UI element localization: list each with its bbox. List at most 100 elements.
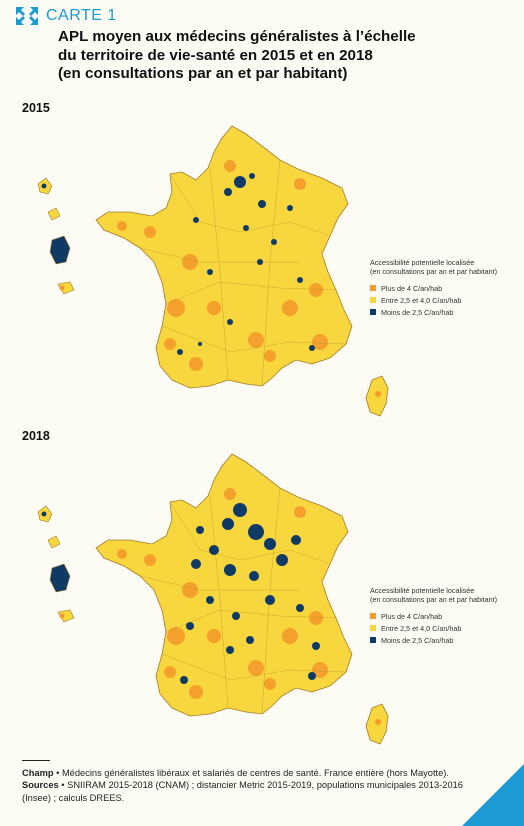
corner-decoration <box>462 764 524 826</box>
low-access-area <box>224 564 236 576</box>
low-access-area <box>233 503 247 517</box>
high-access-area <box>312 662 328 678</box>
department-border <box>161 653 347 681</box>
high-access-area <box>59 285 65 291</box>
high-access-area <box>264 678 276 690</box>
sources-note: Sources • SNIIRAM 2015-2018 (CNAM) ; dis… <box>22 780 463 803</box>
figure-title: APL moyen aux médecins généralistes à l’… <box>58 28 498 84</box>
high-access-area <box>282 300 298 316</box>
legend-item-mid: Entre 2,5 et 4,0 C/an/hab <box>370 622 520 634</box>
high-access-area <box>264 350 276 362</box>
department-border <box>161 325 347 353</box>
low-access-area <box>265 595 275 605</box>
low-access-area <box>271 239 277 245</box>
high-access-area <box>207 301 221 315</box>
high-access-area <box>117 549 127 559</box>
low-access-area <box>206 596 214 604</box>
legend-title: Accessibilité potentielle localisée (en … <box>370 586 520 604</box>
map-2015-shapes <box>37 125 389 417</box>
department-border <box>139 575 300 591</box>
low-access-area <box>177 349 183 355</box>
legend-title-line-1: Accessibilité potentielle localisée <box>370 258 475 267</box>
legend-item-high: Plus de 4 C/an/hab <box>370 610 520 622</box>
low-access-area <box>196 526 204 534</box>
legend-title-line-2: (en consultations par an et par habitant… <box>370 595 498 604</box>
low-access-area <box>264 538 276 550</box>
high-access-area <box>248 332 264 348</box>
legend-2015: Accessibilité potentielle localisée (en … <box>370 258 520 318</box>
high-access-area <box>164 338 176 350</box>
low-access-area <box>209 545 219 555</box>
low-access-area <box>227 319 233 325</box>
legend-label: Plus de 4 C/an/hab <box>381 611 443 621</box>
low-access-area <box>186 622 194 630</box>
map-2018 <box>37 453 389 745</box>
legend-label: Moins de 2,5 C/an/hab <box>381 635 454 645</box>
high-access-area <box>182 254 198 270</box>
high-access-area <box>117 221 127 231</box>
footnotes: Champ • Médecins généralistes libéraux e… <box>22 767 492 804</box>
low-access-area <box>193 217 199 223</box>
high-access-area <box>375 391 381 397</box>
low-access-area <box>243 225 249 231</box>
low-access-area <box>226 646 234 654</box>
legend-item-low: Moins de 2,5 C/an/hab <box>370 634 520 646</box>
high-access-area <box>144 226 156 238</box>
low-access-area <box>232 612 240 620</box>
high-access-area <box>189 357 203 371</box>
mainland-france <box>95 125 353 389</box>
sources-text: SNIIRAM 2015-2018 (CNAM) ; distancier Me… <box>22 780 463 803</box>
expand-icon[interactable] <box>16 7 38 25</box>
high-access-area <box>164 666 176 678</box>
low-access-area <box>291 535 301 545</box>
legend-label: Moins de 2,5 C/an/hab <box>381 307 454 317</box>
department-border <box>165 609 337 633</box>
title-line-3: (en consultations par an et par habitant… <box>58 65 348 82</box>
high-access-area <box>309 283 323 297</box>
title-line-1: APL moyen aux médecins généralistes à l’… <box>58 28 416 45</box>
high-access-area <box>309 611 323 625</box>
legend-title-line-1: Accessibilité potentielle localisée <box>370 586 475 595</box>
high-access-area <box>167 299 185 317</box>
legend-title-line-2: (en consultations par an et par habitant… <box>370 267 498 276</box>
map-2018-shapes <box>37 453 389 745</box>
high-access-area <box>294 178 306 190</box>
map-patches <box>117 159 347 387</box>
high-access-area <box>375 719 381 725</box>
overseas-territory <box>57 281 75 295</box>
department-border <box>169 173 331 237</box>
legend-item-high: Plus de 4 C/an/hab <box>370 282 520 294</box>
swatch-navy <box>370 309 376 315</box>
department-border <box>139 247 300 263</box>
department-border <box>209 167 229 381</box>
figure-label: CARTE 1 <box>46 7 117 24</box>
low-access-area <box>249 571 259 581</box>
year-label-2015: 2015 <box>22 101 50 115</box>
low-access-area <box>234 176 246 188</box>
sources-label: Sources <box>22 780 59 791</box>
legend-label: Plus de 4 C/an/hab <box>381 283 443 293</box>
high-access-area <box>189 685 203 699</box>
champ-note: Champ • Médecins généralistes libéraux e… <box>22 768 449 778</box>
high-access-area <box>294 506 306 518</box>
high-access-area <box>248 660 264 676</box>
high-access-area <box>312 334 328 350</box>
low-access-area <box>207 269 213 275</box>
high-access-area <box>182 582 198 598</box>
low-access-area <box>297 277 303 283</box>
title-line-2: du territoire de vie-santé en 2015 et en… <box>58 46 373 64</box>
map-2015 <box>37 125 389 417</box>
overseas-territory <box>57 609 75 623</box>
low-access-area <box>224 188 232 196</box>
high-access-area <box>59 613 65 619</box>
low-access-area <box>308 672 316 680</box>
legend-title: Accessibilité potentielle localisée (en … <box>370 258 520 276</box>
department-border <box>165 281 337 305</box>
department-border <box>209 495 229 709</box>
footer-divider <box>22 760 50 761</box>
low-access-area <box>198 342 202 346</box>
overseas-territory <box>47 207 61 221</box>
overseas-territory <box>49 563 71 593</box>
low-access-area <box>41 511 47 517</box>
swatch-yellow <box>370 297 376 303</box>
